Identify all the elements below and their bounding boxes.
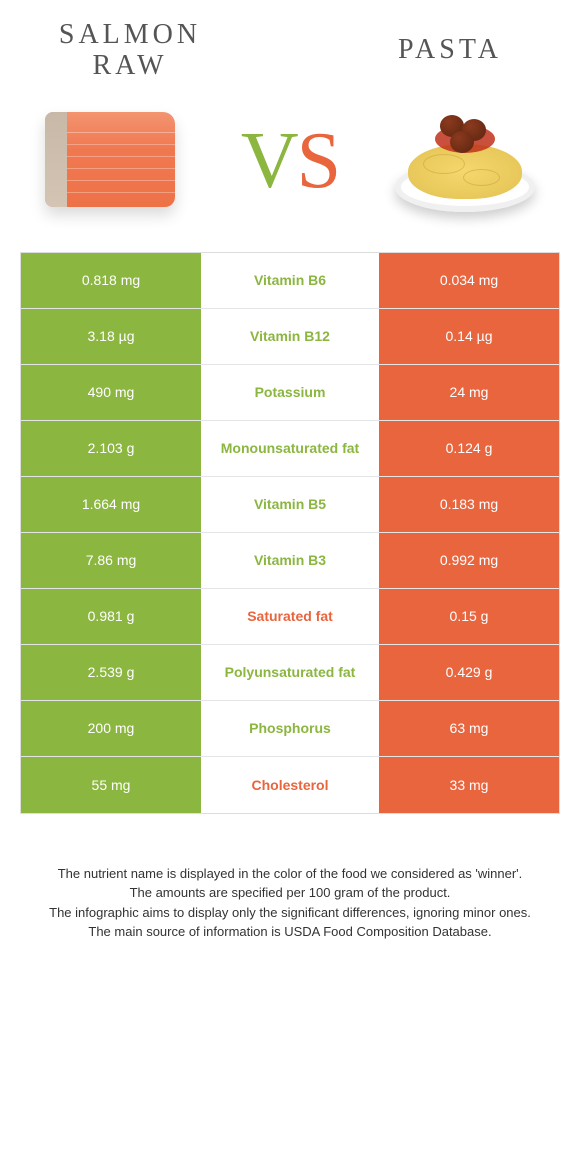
table-row: 7.86 mgVitamin B30.992 mg [21, 533, 559, 589]
right-value: 0.14 µg [379, 309, 559, 364]
right-value: 0.034 mg [379, 253, 559, 308]
salmon-image [40, 102, 190, 222]
left-title-line1: Salmon [59, 19, 201, 50]
nutrient-label: Saturated fat [201, 589, 379, 644]
nutrient-label: Vitamin B5 [201, 477, 379, 532]
table-row: 0.981 gSaturated fat0.15 g [21, 589, 559, 645]
left-value: 7.86 mg [21, 533, 201, 588]
table-row: 2.103 gMonounsaturated fat0.124 g [21, 421, 559, 477]
left-value: 2.103 g [21, 421, 201, 476]
vs-label: VS [241, 116, 339, 207]
footer-notes: The nutrient name is displayed in the co… [0, 814, 580, 962]
left-value: 3.18 µg [21, 309, 201, 364]
nutrient-label: Polyunsaturated fat [201, 645, 379, 700]
left-title-line2: raw [92, 50, 167, 81]
table-row: 490 mgPotassium24 mg [21, 365, 559, 421]
left-value: 2.539 g [21, 645, 201, 700]
left-value: 0.818 mg [21, 253, 201, 308]
table-row: 2.539 gPolyunsaturated fat0.429 g [21, 645, 559, 701]
footer-line-2: The amounts are specified per 100 gram o… [30, 883, 550, 903]
vs-s: S [297, 117, 340, 205]
left-value: 0.981 g [21, 589, 201, 644]
vs-row: VS [0, 92, 580, 252]
right-value: 0.124 g [379, 421, 559, 476]
table-row: 0.818 mgVitamin B60.034 mg [21, 253, 559, 309]
nutrient-label: Cholesterol [201, 757, 379, 813]
comparison-table: 0.818 mgVitamin B60.034 mg3.18 µgVitamin… [20, 252, 560, 814]
table-row: 1.664 mgVitamin B50.183 mg [21, 477, 559, 533]
left-value: 55 mg [21, 757, 201, 813]
nutrient-label: Vitamin B3 [201, 533, 379, 588]
pasta-image [390, 102, 540, 222]
nutrient-label: Potassium [201, 365, 379, 420]
right-value: 33 mg [379, 757, 559, 813]
left-food-title: Salmon raw [40, 20, 220, 82]
nutrient-label: Vitamin B6 [201, 253, 379, 308]
right-value: 63 mg [379, 701, 559, 756]
footer-line-1: The nutrient name is displayed in the co… [30, 864, 550, 884]
footer-line-3: The infographic aims to display only the… [30, 903, 550, 923]
left-value: 200 mg [21, 701, 201, 756]
right-food-title: Pasta [360, 35, 540, 66]
left-value: 490 mg [21, 365, 201, 420]
table-row: 200 mgPhosphorus63 mg [21, 701, 559, 757]
right-value: 0.992 mg [379, 533, 559, 588]
vs-v: V [241, 117, 297, 205]
right-value: 24 mg [379, 365, 559, 420]
right-value: 0.15 g [379, 589, 559, 644]
table-row: 3.18 µgVitamin B120.14 µg [21, 309, 559, 365]
footer-line-4: The main source of information is USDA F… [30, 922, 550, 942]
nutrient-label: Monounsaturated fat [201, 421, 379, 476]
header: Salmon raw Pasta [0, 0, 580, 92]
table-row: 55 mgCholesterol33 mg [21, 757, 559, 813]
right-value: 0.183 mg [379, 477, 559, 532]
nutrient-label: Vitamin B12 [201, 309, 379, 364]
left-value: 1.664 mg [21, 477, 201, 532]
right-value: 0.429 g [379, 645, 559, 700]
nutrient-label: Phosphorus [201, 701, 379, 756]
